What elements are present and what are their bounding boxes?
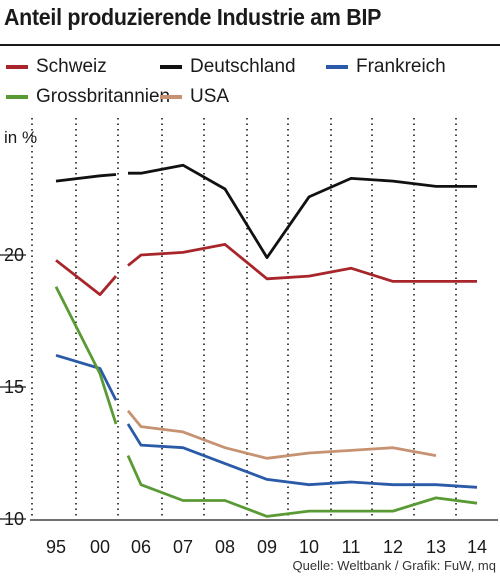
x-tick-label-12: 12 bbox=[383, 537, 403, 557]
x-tick-label-95: 95 bbox=[46, 537, 66, 557]
x-tick-label-10: 10 bbox=[299, 537, 319, 557]
x-tick-label-11: 11 bbox=[342, 537, 361, 557]
series-line-grossbritannien-0 bbox=[54, 286, 118, 425]
x-tick-label-07: 07 bbox=[173, 537, 193, 557]
series-line-frankreich-0 bbox=[55, 353, 118, 401]
legend-label-frankreich: Frankreich bbox=[356, 56, 446, 77]
legend-swatch-usa bbox=[160, 95, 182, 99]
series-line-deutschland-1 bbox=[128, 163, 477, 260]
series-deutschland bbox=[55, 163, 477, 260]
legend-item-deutschland: Deutschland bbox=[160, 56, 296, 78]
x-tick-label-14: 14 bbox=[467, 537, 487, 557]
series-line-frankreich-1 bbox=[126, 423, 478, 489]
legend-swatch-frankreich bbox=[326, 65, 348, 69]
legend-label-grossbritannien: Grossbritannien bbox=[36, 86, 171, 107]
source-note: Quelle: Weltbank / Grafik: FuW, mq bbox=[292, 558, 497, 573]
legend-swatch-deutschland bbox=[160, 65, 182, 69]
series-line-schweiz-1 bbox=[127, 242, 477, 283]
x-tick-label-00: 00 bbox=[90, 537, 110, 557]
series-line-grossbritannien-1 bbox=[126, 455, 478, 518]
series-frankreich bbox=[55, 353, 478, 489]
legend-label-schweiz: Schweiz bbox=[36, 56, 107, 77]
series-line-deutschland-0 bbox=[55, 173, 117, 183]
series-schweiz bbox=[55, 242, 477, 297]
x-tick-label-13: 13 bbox=[426, 537, 446, 557]
legend-label-usa: USA bbox=[190, 86, 230, 107]
series-grossbritannien bbox=[54, 286, 478, 518]
x-tick-label-06: 06 bbox=[131, 537, 151, 557]
x-tick-label-09: 09 bbox=[257, 537, 277, 557]
legend-item-schweiz: Schweiz bbox=[6, 56, 107, 78]
legend-swatch-schweiz bbox=[6, 65, 28, 69]
legend-swatch-grossbritannien bbox=[6, 95, 28, 99]
y-axis-unit: in % bbox=[4, 128, 38, 147]
legend-item-grossbritannien: Grossbritannien bbox=[6, 86, 170, 108]
title-rule bbox=[0, 44, 500, 46]
series-usa bbox=[126, 409, 437, 460]
series-line-usa-0 bbox=[126, 409, 437, 460]
series-line-schweiz-0 bbox=[55, 259, 118, 297]
chart-title: Anteil produzierende Industrie am BIP bbox=[4, 4, 382, 30]
legend-item-frankreich: Frankreich bbox=[326, 56, 446, 78]
x-tick-label-08: 08 bbox=[215, 537, 235, 557]
legend-label-deutschland: Deutschland bbox=[190, 56, 296, 77]
legend-item-usa: USA bbox=[160, 86, 229, 108]
